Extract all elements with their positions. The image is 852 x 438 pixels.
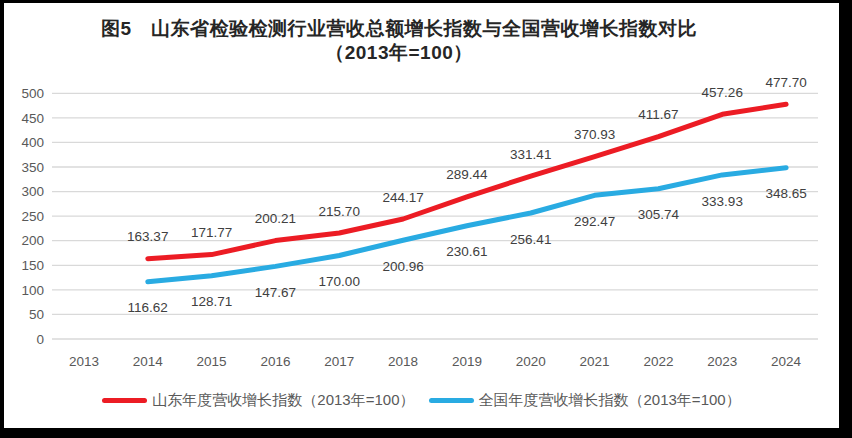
x-tick-label: 2023 <box>707 354 737 369</box>
shandong-data-label: 457.26 <box>702 85 743 100</box>
y-tick-label: 100 <box>21 283 44 298</box>
x-tick-label: 2017 <box>324 354 354 369</box>
legend-line-swatch-shandong <box>102 398 147 403</box>
legend-item-national: 全国年度营收增长指数（2013年=100） <box>429 391 741 410</box>
chart-canvas: 图5 山东省检验检测行业营收总额增长指数与全国营收增长指数对比 （2013年=1… <box>4 3 839 428</box>
y-tick-label: 350 <box>21 160 44 175</box>
y-tick-label: 450 <box>21 111 44 126</box>
shandong-data-label: 477.70 <box>765 75 806 90</box>
y-tick-label: 400 <box>21 135 44 150</box>
y-tick-label: 150 <box>21 258 44 273</box>
legend-label-shandong: 山东年度营收增长指数（2013年=100） <box>152 391 414 410</box>
shandong-data-label: 411.67 <box>638 107 678 122</box>
national-data-label: 348.65 <box>765 186 806 201</box>
shandong-data-label: 163.37 <box>127 229 168 244</box>
x-tick-label: 2014 <box>133 354 164 369</box>
national-data-label: 147.67 <box>255 285 296 300</box>
y-tick-label: 0 <box>36 332 44 347</box>
line-chart-svg: 0 50 100 150 200 250 300 350 400 450 500 2013 2014 20… <box>4 3 839 428</box>
shandong-data-label: 244.17 <box>382 190 423 205</box>
national-data-label: 128.71 <box>191 294 232 309</box>
x-tick-label: 2018 <box>388 354 418 369</box>
national-data-label: 305.74 <box>638 207 680 222</box>
chart-legend: 山东年度营收增长指数（2013年=100） 全国年度营收增长指数（2013年=10… <box>4 391 839 410</box>
national-data-label: 256.41 <box>510 232 551 247</box>
national-data-label: 230.61 <box>446 244 487 259</box>
legend-line-swatch-national <box>429 398 474 403</box>
shandong-data-label: 171.77 <box>191 225 232 240</box>
x-tick-label: 2016 <box>260 354 290 369</box>
x-tick-label: 2019 <box>452 354 482 369</box>
legend-item-shandong: 山东年度营收增长指数（2013年=100） <box>102 391 414 410</box>
plot-area: 0 50 100 150 200 250 300 350 400 450 500 2013 2014 20… <box>4 3 839 428</box>
shandong-data-label: 215.70 <box>319 204 360 219</box>
shandong-data-label: 200.21 <box>255 211 296 226</box>
y-tick-label: 500 <box>21 86 44 101</box>
shandong-data-label: 331.41 <box>510 147 551 162</box>
screenshot-frame: 图5 山东省检验检测行业营收总额增长指数与全国营收增长指数对比 （2013年=1… <box>0 0 852 438</box>
x-tick-label: 2024 <box>771 354 802 369</box>
national-data-label: 333.93 <box>702 194 743 209</box>
legend-label-national: 全国年度营收增长指数（2013年=100） <box>479 391 741 410</box>
national-data-label: 292.47 <box>574 214 615 229</box>
y-tick-label: 50 <box>29 307 44 322</box>
national-data-label: 116.62 <box>128 300 168 315</box>
x-tick-label: 2015 <box>197 354 227 369</box>
national-data-label: 200.96 <box>382 259 423 274</box>
x-tick-label: 2022 <box>643 354 673 369</box>
y-tick-label: 200 <box>21 233 44 248</box>
shandong-data-label: 370.93 <box>574 127 615 142</box>
y-tick-label: 250 <box>21 209 44 224</box>
shandong-data-label: 289.44 <box>446 167 488 182</box>
national-series-line <box>148 168 786 282</box>
national-data-label: 170.00 <box>319 274 360 289</box>
x-tick-label: 2020 <box>516 354 546 369</box>
x-tick-label: 2013 <box>69 354 99 369</box>
x-tick-label: 2021 <box>580 354 610 369</box>
y-tick-label: 300 <box>21 184 44 199</box>
